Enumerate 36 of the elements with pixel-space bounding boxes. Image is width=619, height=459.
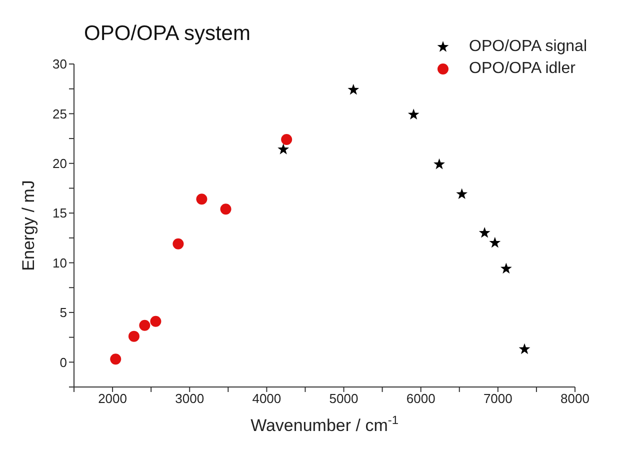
point [150, 316, 162, 327]
point [489, 236, 501, 248]
point [110, 354, 122, 365]
x-tick-label: 8000 [560, 391, 590, 406]
y-tick-label: 30 [52, 56, 67, 72]
y-tick-label: 20 [52, 156, 67, 171]
point [281, 134, 292, 146]
point [172, 238, 184, 250]
point [348, 84, 360, 95]
point [434, 158, 445, 170]
point [139, 320, 150, 331]
chart-title: OPO/OPA system [84, 22, 250, 46]
x-tick-label: 6000 [406, 391, 436, 406]
x-tick-label: 2000 [98, 391, 127, 406]
point [478, 226, 490, 238]
point [408, 108, 420, 120]
x-tick-label: 4000 [252, 391, 282, 406]
point [456, 188, 468, 200]
point [196, 194, 208, 205]
point [220, 204, 232, 215]
y-tick-label: 25 [52, 106, 67, 122]
point [278, 143, 290, 154]
y-axis-title: Energy / mJ [19, 180, 38, 271]
legend-label: OPO/OPA idler [469, 59, 576, 79]
y-tick-label: 10 [52, 255, 67, 270]
point [128, 330, 140, 342]
y-tick-label: 0 [60, 354, 67, 370]
x-tick-label: 5000 [329, 391, 358, 406]
x-tick-label: 3000 [175, 391, 204, 406]
y-tick-label: 5 [60, 305, 67, 320]
x-tick-label: 7000 [483, 391, 512, 406]
point [518, 343, 530, 354]
y-tick-label: 15 [52, 206, 67, 221]
point [500, 262, 512, 274]
x-axis-title: Wavenumber / cm$^{-1}$ [250, 413, 399, 435]
legend-label: OPO/OPA signal [469, 37, 587, 57]
